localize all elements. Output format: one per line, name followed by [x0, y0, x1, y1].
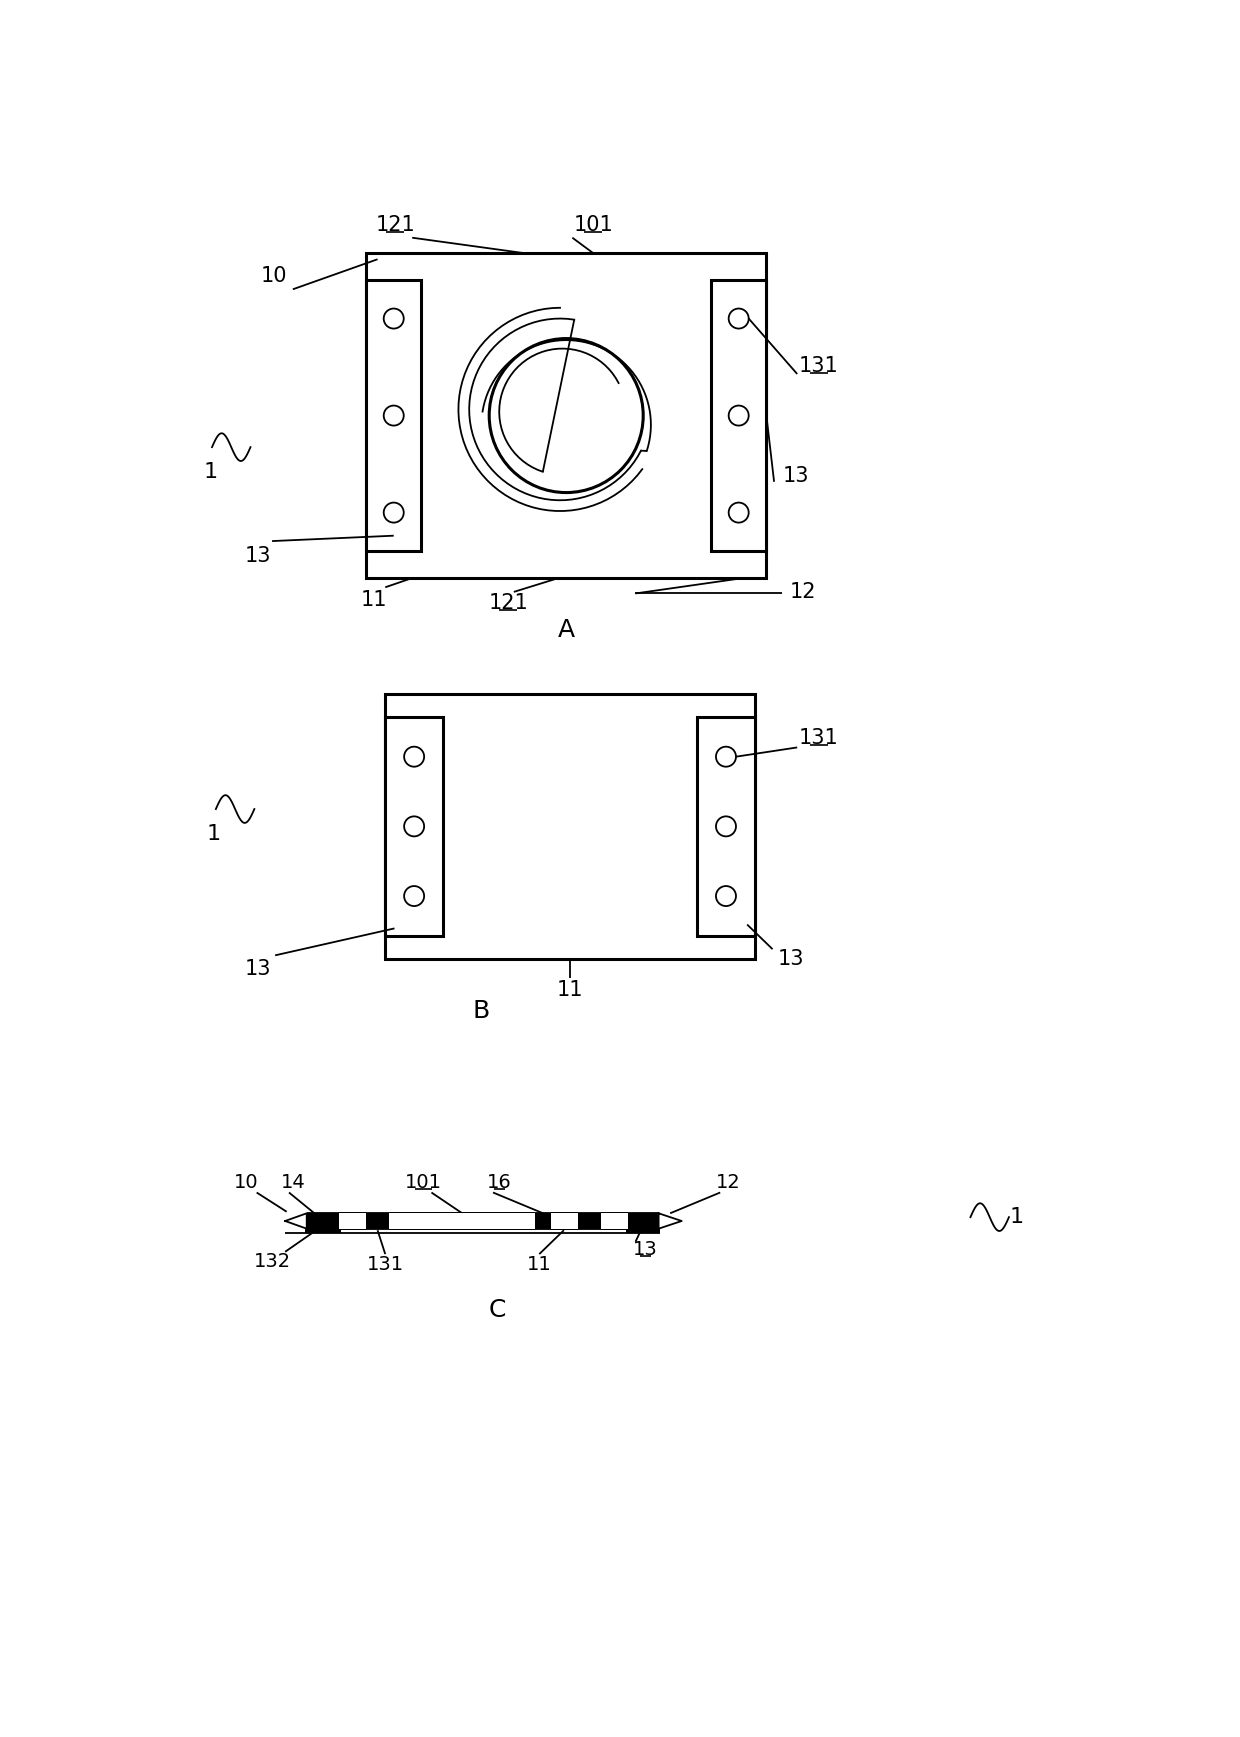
Text: 13: 13 [782, 467, 808, 486]
Bar [366, 280, 422, 551]
Bar [386, 717, 443, 936]
Bar [697, 717, 755, 936]
Bar [551, 1212, 578, 1228]
Text: 132: 132 [253, 1252, 290, 1271]
Text: 13: 13 [634, 1240, 658, 1259]
Text: 16: 16 [487, 1172, 512, 1192]
Bar [386, 693, 755, 959]
Circle shape [383, 405, 404, 426]
Bar [711, 280, 766, 551]
Bar [601, 1212, 627, 1228]
Bar [339, 1212, 366, 1228]
Bar [306, 1212, 658, 1228]
Circle shape [404, 886, 424, 907]
Text: 13: 13 [246, 959, 272, 980]
Circle shape [729, 309, 749, 328]
Text: 131: 131 [367, 1256, 404, 1275]
Bar [389, 1212, 536, 1228]
Bar [626, 1228, 660, 1233]
Text: 10: 10 [260, 266, 286, 287]
Bar [366, 1212, 389, 1228]
Circle shape [729, 405, 749, 426]
Text: A: A [558, 618, 575, 643]
Polygon shape [658, 1212, 682, 1228]
Text: 131: 131 [799, 728, 838, 749]
Polygon shape [285, 1212, 306, 1228]
Circle shape [404, 816, 424, 837]
Text: 13: 13 [246, 547, 272, 566]
Text: 101: 101 [405, 1172, 443, 1192]
Text: 101: 101 [573, 215, 613, 236]
Circle shape [383, 309, 404, 328]
Text: 1: 1 [1009, 1207, 1024, 1226]
Text: 11: 11 [557, 980, 583, 1001]
Text: 1: 1 [207, 823, 221, 844]
Text: 12: 12 [790, 582, 817, 603]
Circle shape [729, 502, 749, 523]
Bar [536, 1212, 551, 1228]
Bar [578, 1212, 601, 1228]
Circle shape [715, 816, 737, 837]
Bar [366, 254, 766, 578]
Bar [305, 1228, 341, 1233]
Circle shape [383, 502, 404, 523]
Text: 12: 12 [715, 1172, 740, 1192]
Text: 13: 13 [777, 948, 805, 969]
Circle shape [490, 339, 644, 493]
Text: 14: 14 [280, 1172, 305, 1192]
Text: 10: 10 [234, 1172, 259, 1192]
Text: 11: 11 [361, 589, 387, 610]
Circle shape [715, 747, 737, 766]
Text: C: C [489, 1298, 506, 1322]
Text: 121: 121 [489, 592, 528, 613]
Text: 131: 131 [799, 356, 838, 377]
Text: 1: 1 [203, 462, 217, 481]
Text: 11: 11 [527, 1256, 552, 1275]
Circle shape [404, 747, 424, 766]
Bar [306, 1212, 339, 1228]
Bar [627, 1212, 658, 1228]
Text: 121: 121 [376, 215, 415, 236]
Circle shape [715, 886, 737, 907]
Text: B: B [472, 999, 490, 1023]
